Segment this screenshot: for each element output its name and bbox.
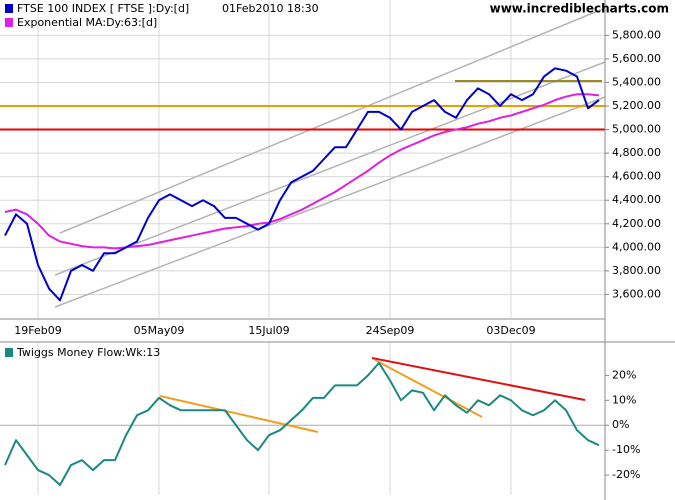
channel-line xyxy=(54,61,606,276)
y-tick-label: -10% xyxy=(612,443,640,456)
x-tick-label: 19Feb09 xyxy=(14,324,61,337)
y-tick-label: 20% xyxy=(612,368,636,381)
legend-label: FTSE 100 INDEX [ FTSE ]:Dy:[d] xyxy=(17,2,189,15)
y-tick-label: 4,600.00 xyxy=(612,170,661,183)
y-tick-label: 5,800.00 xyxy=(612,28,661,41)
channel-line xyxy=(59,7,606,234)
series-line xyxy=(4,361,600,487)
y-tick-label: 0% xyxy=(612,418,629,431)
y-tick-label: 5,600.00 xyxy=(612,52,661,65)
legend-swatch xyxy=(5,348,13,357)
legend-swatch xyxy=(5,4,13,13)
y-tick-label: 5,400.00 xyxy=(612,75,661,88)
y-tick-label: 4,200.00 xyxy=(612,217,661,230)
y-tick-label: 10% xyxy=(612,393,636,406)
series-line xyxy=(4,93,600,250)
trend-line xyxy=(159,395,319,433)
trend-line xyxy=(374,359,483,418)
x-tick-label: 24Sep09 xyxy=(366,324,415,337)
legend-swatch xyxy=(5,18,13,27)
y-tick-label: 4,400.00 xyxy=(612,193,661,206)
channel-line xyxy=(54,96,606,308)
y-tick-label: 5,000.00 xyxy=(612,123,661,136)
date-label: 01Feb2010 18:30 xyxy=(222,2,319,15)
watermark: www.incrediblecharts.com xyxy=(490,2,669,16)
y-tick-label: 3,800.00 xyxy=(612,264,661,277)
x-tick-label: 03Dec09 xyxy=(486,324,535,337)
y-tick-label: 5,200.00 xyxy=(612,99,661,112)
x-tick-label: 05May09 xyxy=(134,324,185,337)
y-tick-label: 4,000.00 xyxy=(612,240,661,253)
marks xyxy=(0,67,605,487)
legend-label: Twiggs Money Flow:Wk:13 xyxy=(16,346,160,359)
series-line xyxy=(4,67,600,302)
y-tick-label: 3,600.00 xyxy=(612,287,661,300)
y-tick-label: 4,800.00 xyxy=(612,146,661,159)
y-tick-label: -20% xyxy=(612,468,640,481)
legend-label: Exponential MA:Dy:63:[d] xyxy=(17,16,157,29)
trend-line xyxy=(371,357,586,401)
x-tick-label: 15Jul09 xyxy=(248,324,289,337)
